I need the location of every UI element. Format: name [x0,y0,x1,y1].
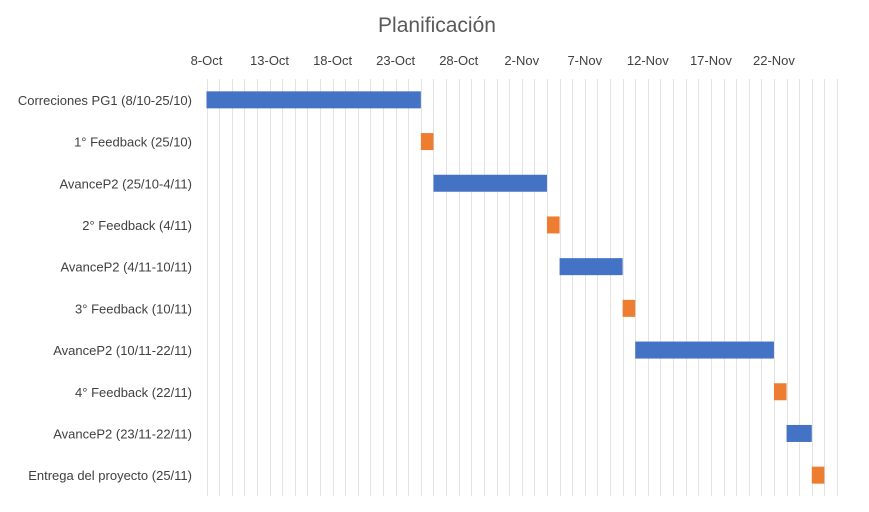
x-tick-label: 8-Oct [191,53,223,68]
task-label: AvanceP2 (25/10-4/11) [60,176,193,191]
x-tick-label: 7-Nov [567,53,602,68]
task-label: 2° Feedback (4/11) [82,218,192,233]
x-tick-label: 12-Nov [627,53,669,68]
x-tick-label: 13-Oct [250,53,289,68]
task-labels: Correciones PG1 (8/10-25/10) 1° Feedback … [18,93,192,483]
feedback-bar [773,383,787,401]
task-label: 3° Feedback (10/11) [75,301,192,316]
task-label: 1° Feedback (25/10) [74,135,192,150]
feedback-bar [546,216,560,234]
task-bar [635,341,774,359]
x-axis-ticks: 8-Oct 13-Oct 18-Oct 23-Oct 28-Oct 2-Nov 7-Nov 1… [191,53,796,68]
x-tick-label: 18-Oct [313,53,352,68]
x-tick-label: 17-Nov [690,53,732,68]
x-tick-label: 2-Nov [504,53,539,68]
gridlines [207,79,838,496]
feedback-bar [622,299,636,317]
task-label: Correciones PG1 (8/10-25/10) [18,93,192,108]
x-tick-label: 23-Oct [376,53,415,68]
x-tick-label: 28-Oct [439,53,478,68]
chart-title: Planificación [378,14,496,37]
feedback-bar [811,466,825,484]
task-bars [206,91,825,484]
task-bar [786,424,812,442]
task-label: AvanceP2 (23/11-22/11) [53,426,192,441]
task-label: 4° Feedback (22/11) [75,385,192,400]
feedback-bar [420,133,434,151]
task-bar [206,91,421,109]
task-bar [559,258,623,276]
task-label: Entrega del proyecto (25/11) [28,468,192,483]
x-tick-label: 22-Nov [753,53,795,68]
task-label: AvanceP2 (4/11-10/11) [60,260,192,275]
task-bar [433,174,547,192]
task-label: AvanceP2 (10/11-22/11) [53,343,192,358]
